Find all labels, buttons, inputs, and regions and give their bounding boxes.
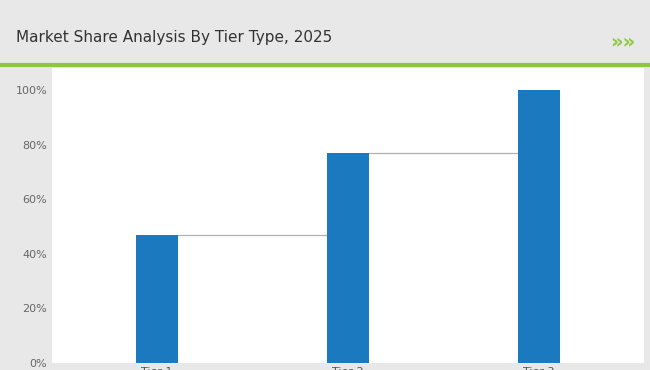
Bar (136, 235, 178, 363)
Text: Market Share Analysis By Tier Type, 2025: Market Share Analysis By Tier Type, 2025 (16, 30, 333, 45)
Bar (327, 153, 369, 363)
Text: »»: »» (610, 33, 636, 51)
Bar (517, 90, 560, 363)
